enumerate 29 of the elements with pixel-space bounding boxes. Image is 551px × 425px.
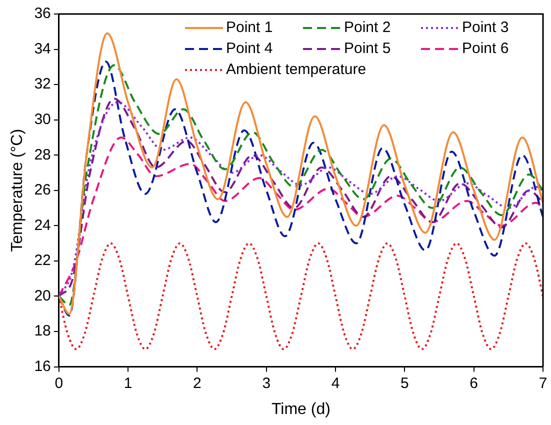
y-tick-label: 18 <box>34 322 51 340</box>
legend-label: Ambient temperature <box>226 61 366 78</box>
x-tick-label: 3 <box>262 374 271 392</box>
legend-label: Point 6 <box>462 40 509 58</box>
x-tick-label: 4 <box>331 374 340 392</box>
y-tick-label: 32 <box>34 76 51 93</box>
legend-label: Point 5 <box>344 40 391 58</box>
y-tick-label: 28 <box>34 146 51 164</box>
legend-label: Point 3 <box>462 19 509 36</box>
legend-label: Point 1 <box>226 19 273 36</box>
legend-label: Point 4 <box>226 40 273 58</box>
x-tick-label: 6 <box>470 374 478 392</box>
x-axis-title: Time (d) <box>271 400 330 418</box>
x-tick-label: 1 <box>124 374 132 392</box>
y-tick-label: 24 <box>34 216 51 234</box>
y-tick-label: 30 <box>34 110 51 128</box>
y-tick-label: 26 <box>34 182 51 199</box>
x-tick-label: 5 <box>400 374 409 392</box>
line-series <box>58 242 543 350</box>
y-tick-label: 34 <box>34 40 51 58</box>
y-tick-label: 16 <box>34 358 51 375</box>
y-tick-label: 36 <box>34 5 51 22</box>
legend-label: Point 2 <box>344 19 391 36</box>
y-axis-title: Temperature (°C) <box>9 128 26 252</box>
x-tick-label: 7 <box>538 374 548 392</box>
x-tick-label: 0 <box>54 374 64 392</box>
x-tick-label: 2 <box>193 374 202 392</box>
y-tick-label: 22 <box>34 252 51 270</box>
y-tick-label: 20 <box>34 287 51 304</box>
